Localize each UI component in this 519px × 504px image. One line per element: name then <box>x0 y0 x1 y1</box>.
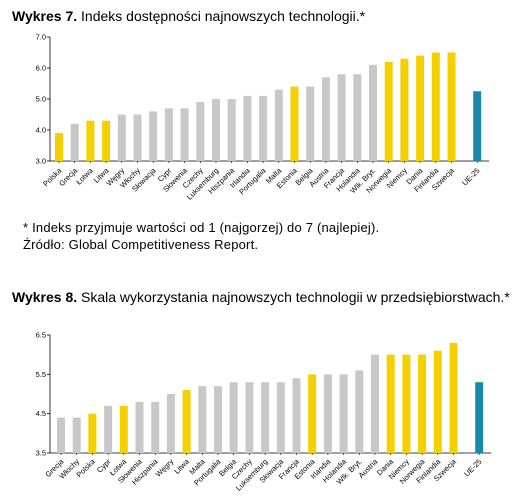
bar-26 <box>447 52 456 161</box>
bar-4 <box>102 120 111 161</box>
bar-2 <box>72 417 81 453</box>
chart-7-title-text: Indeks dostępności najnowszych technolog… <box>81 8 366 24</box>
category-label: Litwa <box>172 456 191 475</box>
chart-7-footnote: * Indeks przyjmuje wartości od 1 (najgor… <box>23 220 380 235</box>
bar-17 <box>306 86 315 161</box>
bar-24 <box>416 55 425 161</box>
bar-22 <box>386 354 395 453</box>
bar-1 <box>55 133 63 161</box>
bar-3 <box>88 413 97 453</box>
bar-9 <box>180 108 189 161</box>
bar-11 <box>214 386 222 453</box>
bar-16 <box>290 86 299 161</box>
bar-5 <box>117 114 126 161</box>
bar-18 <box>321 77 330 161</box>
y-tick-label: 4.0 <box>36 126 46 135</box>
bar-13 <box>243 95 252 161</box>
bar-14 <box>261 382 270 453</box>
bar-11 <box>212 99 220 161</box>
bar-27 <box>473 91 482 161</box>
category-label: Węgry <box>154 457 176 479</box>
bar-12 <box>229 382 238 453</box>
bar-20 <box>353 74 362 161</box>
bar-22 <box>384 61 393 161</box>
bar-21 <box>369 64 377 161</box>
bar-10 <box>198 386 207 453</box>
bar-15 <box>274 89 283 161</box>
bar-25 <box>431 52 440 161</box>
bar-15 <box>276 382 285 453</box>
bar-7 <box>149 111 158 161</box>
category-label: Łotwa <box>74 165 95 186</box>
bar-7 <box>151 401 160 453</box>
bar-17 <box>308 374 317 453</box>
chart-7-title: Wykres 7. Indeks dostępności najnowszych… <box>12 8 512 25</box>
category-label: UE-25 <box>462 457 483 478</box>
bar-21 <box>371 354 379 453</box>
bar-10 <box>196 102 205 161</box>
bar-2 <box>70 123 79 161</box>
bar-27 <box>475 382 484 453</box>
bar-14 <box>259 95 268 161</box>
y-tick-label: 7.0 <box>36 33 46 42</box>
bar-9 <box>182 390 191 453</box>
bar-12 <box>227 99 236 161</box>
bar-23 <box>400 58 409 162</box>
chart-8-title-text: Skala wykorzystania najnowszych technolo… <box>81 289 510 305</box>
bar-23 <box>402 354 411 453</box>
y-tick-label: 5.5 <box>36 370 46 379</box>
bar-25 <box>433 350 442 453</box>
y-tick-label: 4.5 <box>36 409 46 418</box>
bar-26 <box>449 342 458 453</box>
bar-18 <box>323 374 332 453</box>
chart-8-title: Wykres 8. Skala wykorzystania najnowszyc… <box>12 289 510 306</box>
bar-16 <box>292 378 301 453</box>
bar-6 <box>133 114 142 161</box>
chart-7-source: Źródło: Global Competitiveness Report. <box>23 237 259 252</box>
bar-19 <box>339 374 348 453</box>
chart-7-label: Wykres 7. <box>12 8 78 24</box>
category-label: UE-25 <box>460 166 481 187</box>
bar-20 <box>355 370 364 453</box>
chart-8-label: Wykres 8. <box>12 289 78 305</box>
bar-8 <box>166 394 175 453</box>
bar-4 <box>104 405 113 453</box>
bar-24 <box>418 354 427 453</box>
bar-3 <box>86 120 95 161</box>
chart-7: 7.06.05.04.03.0PolskaGrecjaŁotwaLitwaWęg… <box>36 33 490 202</box>
bar-5 <box>119 405 128 453</box>
category-label: Grecja <box>57 165 80 188</box>
y-tick-label: 5.0 <box>36 95 46 104</box>
bar-6 <box>135 401 144 453</box>
bar-8 <box>164 108 173 161</box>
y-tick-label: 3.0 <box>36 157 46 166</box>
y-tick-label: 6.5 <box>36 331 46 340</box>
y-tick-label: 3.5 <box>36 449 46 458</box>
bar-13 <box>245 382 254 453</box>
y-tick-label: 6.0 <box>36 64 46 73</box>
bar-19 <box>337 74 346 161</box>
bar-1 <box>57 417 65 453</box>
chart-8: 6.55.54.53.5GrecjaWłochyPolskaCyprŁotwaS… <box>36 331 492 493</box>
